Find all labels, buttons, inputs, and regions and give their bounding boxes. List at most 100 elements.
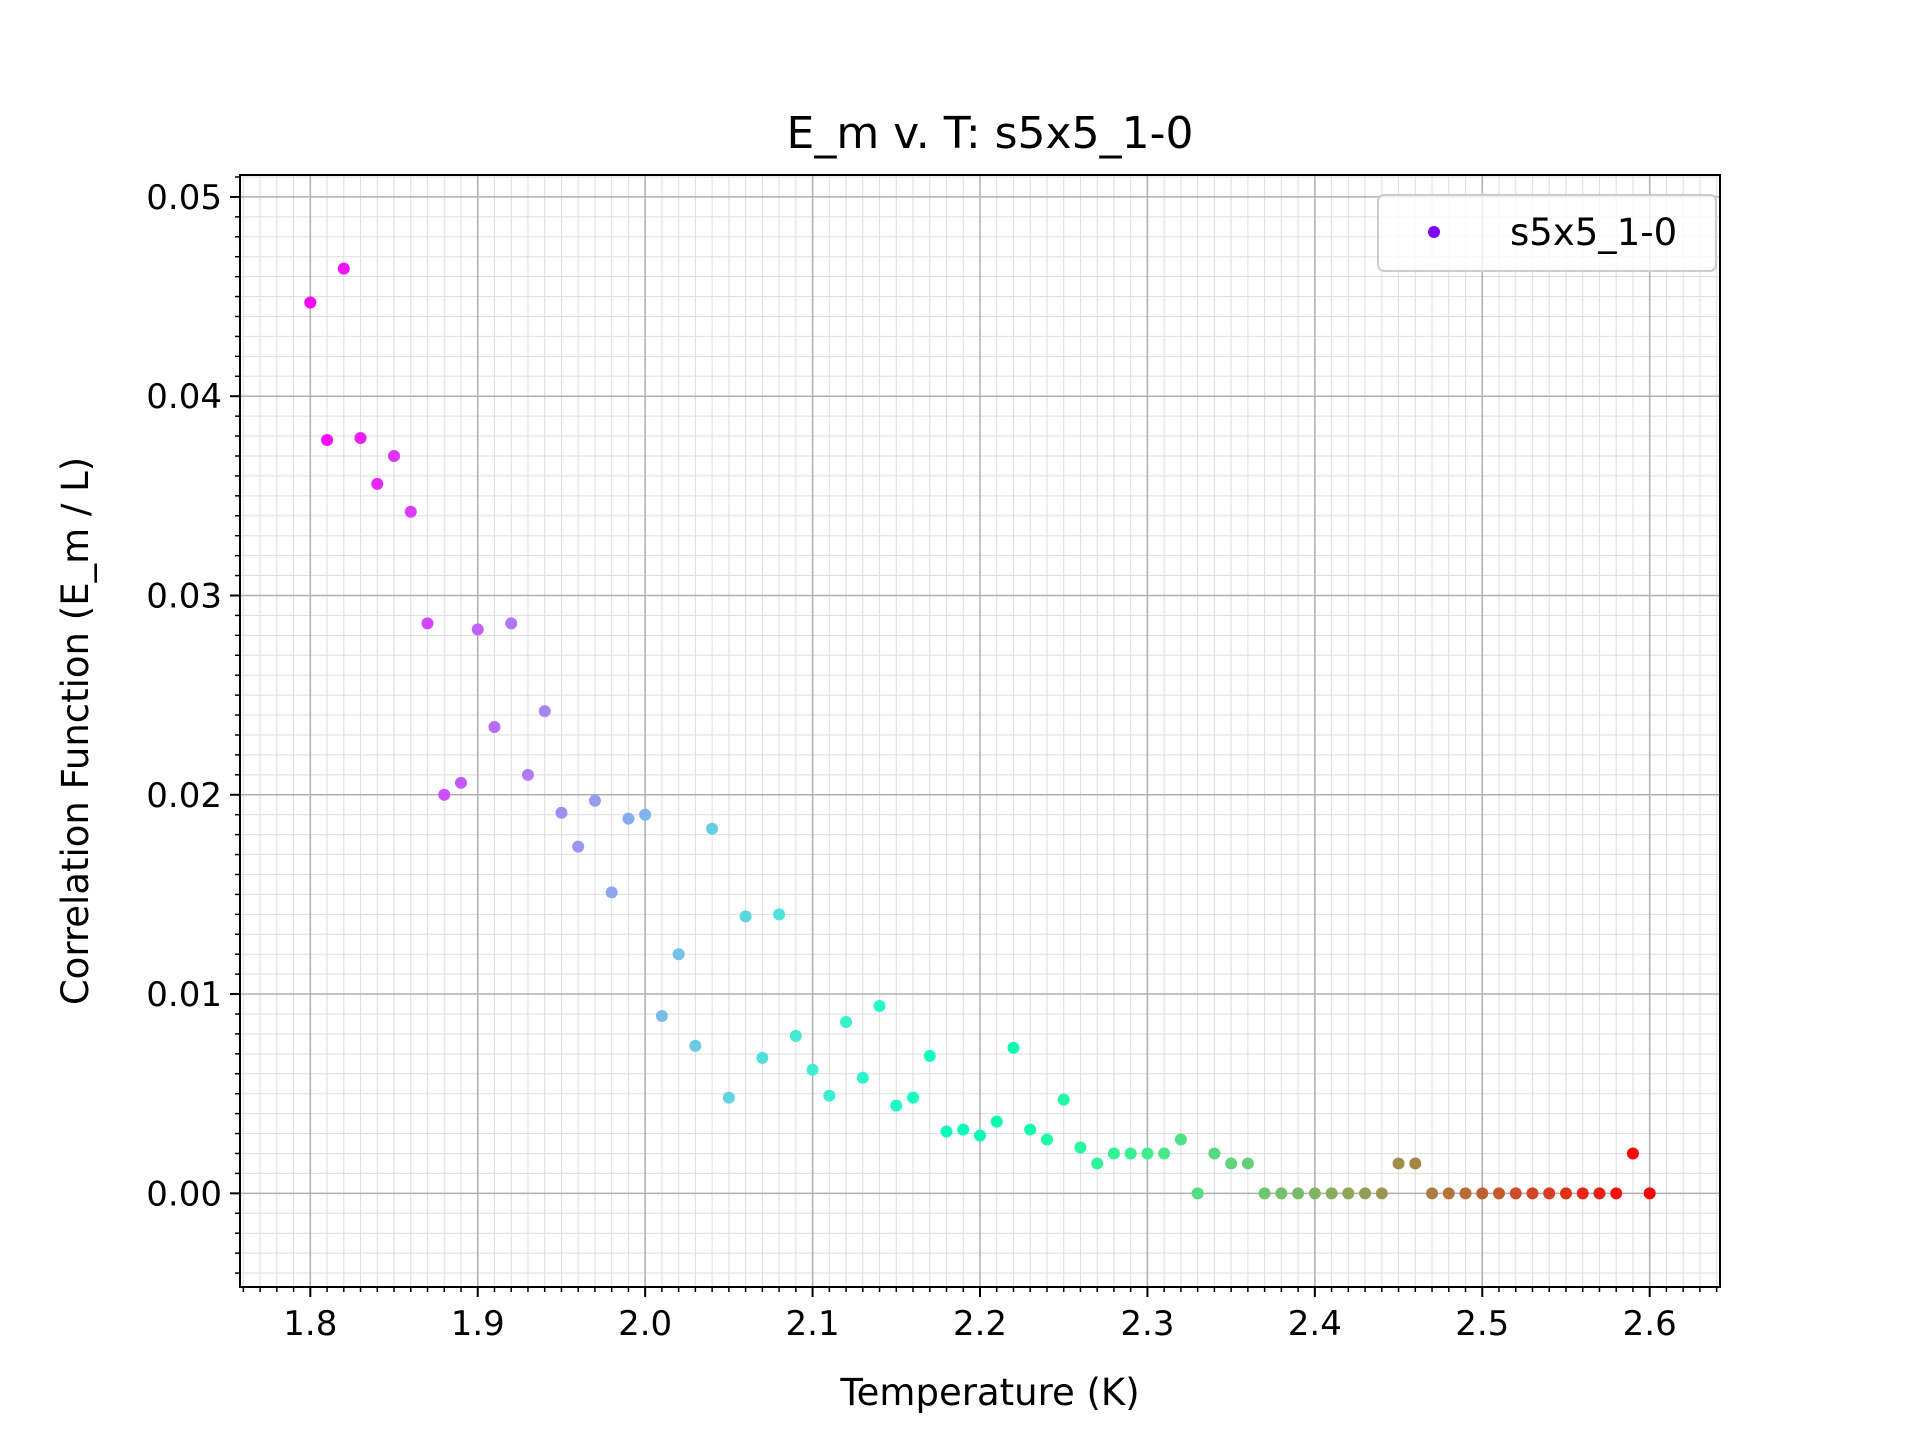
- data-point: [1275, 1187, 1287, 1199]
- y-tick-label: 0.01: [146, 975, 222, 1015]
- data-point: [874, 1000, 886, 1012]
- x-tick-label: 2.2: [953, 1304, 1007, 1344]
- data-point: [1141, 1147, 1153, 1159]
- data-point: [991, 1116, 1003, 1128]
- data-point: [606, 886, 618, 898]
- data-point: [1476, 1187, 1488, 1199]
- data-point: [1158, 1147, 1170, 1159]
- y-axis-label: Correlation Function (E_m / L): [54, 457, 97, 1005]
- data-point: [1393, 1157, 1405, 1169]
- data-point: [639, 809, 651, 821]
- data-point: [1543, 1187, 1555, 1199]
- data-point: [1376, 1187, 1388, 1199]
- data-point: [1125, 1147, 1137, 1159]
- data-point: [1493, 1187, 1505, 1199]
- data-point: [355, 432, 367, 444]
- legend-label: s5x5_1-0: [1510, 211, 1677, 254]
- data-point: [1242, 1157, 1254, 1169]
- data-point: [522, 769, 534, 781]
- data-point: [555, 807, 567, 819]
- data-point: [589, 795, 601, 807]
- data-point: [924, 1050, 936, 1062]
- data-point: [488, 721, 500, 733]
- y-tick-label: 0.05: [146, 178, 222, 218]
- data-point: [1058, 1094, 1070, 1106]
- data-point: [572, 841, 584, 853]
- data-point: [1309, 1187, 1321, 1199]
- data-point: [422, 617, 434, 629]
- data-point: [1359, 1187, 1371, 1199]
- data-point: [1326, 1187, 1338, 1199]
- x-tick-label: 1.8: [283, 1304, 337, 1344]
- data-point: [1041, 1134, 1053, 1146]
- data-point: [1024, 1124, 1036, 1136]
- data-point: [756, 1052, 768, 1064]
- data-point: [890, 1100, 902, 1112]
- data-point: [1091, 1157, 1103, 1169]
- data-point: [706, 823, 718, 835]
- data-point: [321, 434, 333, 446]
- data-point: [689, 1040, 701, 1052]
- data-point: [1007, 1042, 1019, 1054]
- x-tick-label: 2.4: [1288, 1304, 1342, 1344]
- plot-area: [240, 175, 1720, 1287]
- y-tick-label: 0.03: [146, 576, 222, 616]
- y-tick-label: 0.02: [146, 776, 222, 816]
- data-point: [974, 1130, 986, 1142]
- x-tick-label: 1.9: [451, 1304, 505, 1344]
- data-point: [807, 1064, 819, 1076]
- data-point: [1627, 1147, 1639, 1159]
- data-point: [371, 478, 383, 490]
- legend: s5x5_1-0: [1378, 195, 1716, 271]
- data-point: [790, 1030, 802, 1042]
- chart-title: E_m v. T: s5x5_1-0: [787, 108, 1194, 159]
- data-point: [1192, 1187, 1204, 1199]
- data-point: [539, 705, 551, 717]
- data-point: [1208, 1147, 1220, 1159]
- x-tick-label: 2.5: [1455, 1304, 1509, 1344]
- data-point: [1577, 1187, 1589, 1199]
- data-point: [1108, 1147, 1120, 1159]
- y-tick-label: 0.04: [146, 377, 222, 417]
- data-point: [388, 450, 400, 462]
- data-point: [1225, 1157, 1237, 1169]
- data-point: [1644, 1187, 1656, 1199]
- data-point: [1426, 1187, 1438, 1199]
- data-point: [823, 1090, 835, 1102]
- data-point: [857, 1072, 869, 1084]
- data-point: [1526, 1187, 1538, 1199]
- data-point: [1460, 1187, 1472, 1199]
- data-point: [941, 1126, 953, 1138]
- data-point: [656, 1010, 668, 1022]
- x-tick-label: 2.0: [618, 1304, 672, 1344]
- data-point: [1409, 1157, 1421, 1169]
- data-point: [1342, 1187, 1354, 1199]
- data-point: [1443, 1187, 1455, 1199]
- data-point: [740, 910, 752, 922]
- data-point: [1074, 1142, 1086, 1154]
- data-point: [957, 1124, 969, 1136]
- data-point: [773, 908, 785, 920]
- data-point: [1259, 1187, 1271, 1199]
- data-point: [438, 789, 450, 801]
- data-point: [1610, 1187, 1622, 1199]
- data-point: [304, 297, 316, 309]
- x-tick-label: 2.1: [786, 1304, 840, 1344]
- data-point: [338, 263, 350, 275]
- data-point: [907, 1092, 919, 1104]
- data-point: [405, 506, 417, 518]
- data-point: [1510, 1187, 1522, 1199]
- data-point: [1175, 1134, 1187, 1146]
- data-point: [622, 813, 634, 825]
- data-point: [840, 1016, 852, 1028]
- data-point: [1593, 1187, 1605, 1199]
- legend-marker: [1428, 226, 1440, 238]
- data-point: [673, 948, 685, 960]
- x-axis-label: Temperature (K): [839, 1371, 1139, 1414]
- data-point: [1292, 1187, 1304, 1199]
- data-point: [1560, 1187, 1572, 1199]
- data-point: [505, 617, 517, 629]
- x-tick-label: 2.6: [1623, 1304, 1677, 1344]
- data-point: [472, 623, 484, 635]
